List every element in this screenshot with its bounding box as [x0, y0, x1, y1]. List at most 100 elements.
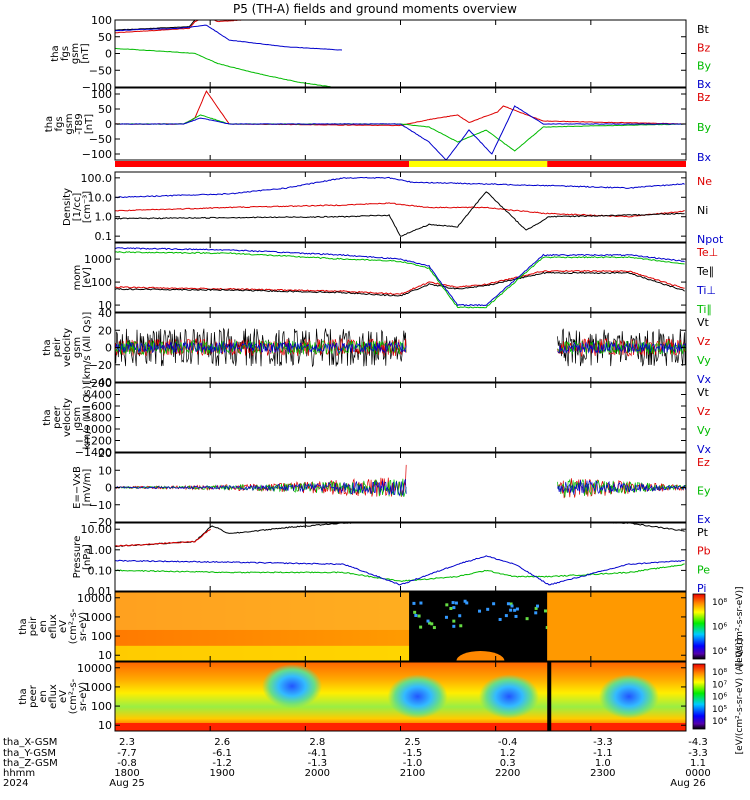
y-tick-label: 50 [98, 103, 112, 116]
orbit-value: -7.7 [117, 748, 137, 759]
heatmap-speckle [428, 621, 432, 625]
legend-peir-velocity-0: Vt [697, 316, 710, 329]
colorbar-tick-label: 10⁵ [712, 705, 727, 715]
heatmap-blob [387, 674, 448, 719]
y-axis-label: (cm²-s- [68, 678, 79, 714]
y-axis-label: km/s (All Qs) [82, 386, 93, 450]
y-tick-label: 100 [91, 88, 112, 101]
y-axis-label: tha [44, 116, 55, 132]
y-axis-label: [nT] [80, 43, 91, 63]
heatmap-speckle [426, 619, 430, 623]
time-tick-label: 2200 [495, 768, 520, 779]
legend-temperature-2: Ti⊥ [696, 284, 716, 297]
y-tick-label: −1000 [75, 423, 112, 436]
legend-efield-2: Ex [697, 513, 711, 526]
y-tick-label: −1200 [75, 435, 112, 448]
colorbar-tick-label: 10⁸ [712, 668, 727, 678]
y-axis-label: en [38, 620, 49, 633]
series-fgs-gsm-t89-0 [115, 90, 685, 127]
legend-efield-0: Ez [697, 456, 710, 469]
orbit-value: -4.1 [308, 748, 328, 759]
y-axis-label: tha [42, 409, 53, 425]
heatmap-speckle [534, 611, 538, 615]
axis-row-label: tha_Y-GSM [3, 748, 56, 759]
chart-title: P5 (TH-A) fields and ground moments over… [233, 2, 517, 16]
orbit-value: -6.1 [212, 748, 232, 759]
legend-density-1: Ni [697, 204, 708, 217]
y-axis-label: fgs [60, 46, 71, 61]
legend-peer-velocity-0: Vt [697, 386, 710, 399]
series-fgs-gsm-1 [115, 20, 245, 34]
orbit-value: 2.3 [119, 737, 135, 748]
legend-pressure-2: Pe [697, 563, 710, 576]
legend-density-2: Npot [697, 233, 724, 246]
y-axis-label: gsm [70, 43, 81, 64]
heatmap-speckle [509, 602, 513, 606]
orbit-value: -4.3 [688, 737, 708, 748]
heatmap-speckle [412, 601, 416, 605]
orbit-value: -0.4 [498, 737, 518, 748]
series-fgs-gsm-3 [115, 24, 343, 51]
y-tick-label: 10.0 [88, 191, 113, 204]
y-axis-label: eV [58, 690, 69, 703]
series-fgs-gsm-t89-1 [115, 114, 685, 152]
y-tick-label: 0.1 [95, 230, 113, 243]
colorbar-tick-label: 10⁴ [712, 647, 727, 657]
heatmap-speckle [451, 601, 455, 605]
series-fgs-gsm-2 [115, 47, 331, 87]
y-tick-label: 10 [98, 719, 112, 732]
y-tick-label: 100 [91, 14, 112, 27]
legend-temperature-0: Te⊥ [696, 246, 718, 259]
legend-fgs-gsm-2: By [697, 60, 712, 73]
panel-frame [114, 19, 687, 88]
panel-fgs-gsm-t89 [115, 90, 685, 160]
axis-row-label: 2024 [3, 778, 28, 789]
y-tick-label: −50 [89, 133, 112, 146]
panel-pressure [115, 523, 685, 586]
y-tick-label: −200 [82, 377, 112, 390]
orbit-value: -0.8 [117, 758, 137, 769]
heatmap-speckle [492, 602, 496, 606]
orbit-value: -1.5 [403, 748, 423, 759]
orbit-value: 1.1 [690, 758, 706, 769]
legend-peer-velocity-2: Vy [697, 424, 711, 437]
y-axis-label: eflux [48, 614, 59, 639]
y-tick-label: −20 [89, 359, 112, 372]
y-tick-label: −20 [89, 516, 112, 529]
heatmap-arc [456, 651, 505, 661]
y-axis-label: eV [58, 620, 69, 633]
heatmap-speckle [413, 610, 417, 614]
orbit-value: -3.3 [688, 748, 708, 759]
y-axis-label: mom [72, 265, 83, 291]
heatmap-speckle [513, 608, 517, 612]
y-tick-label: 20 [98, 324, 112, 337]
y-axis-label: tha [18, 618, 29, 634]
colorbar-tick-label: 10⁶ [712, 623, 727, 633]
legend-density-0: Ne [697, 175, 712, 188]
colorbar-tick-label: 10⁷ [712, 680, 727, 690]
heatmap-speckle [478, 609, 482, 613]
y-axis-label: en [38, 690, 49, 703]
colorbar-tick-label: 10⁶ [712, 693, 727, 703]
y-tick-label: 20 [98, 447, 112, 460]
y-tick-label: 0 [105, 48, 112, 61]
y-axis-label: [mV/m] [82, 469, 93, 507]
y-axis-label: Pressure [72, 536, 83, 579]
y-tick-label: −600 [82, 400, 112, 413]
colorbar-tick-label: 10⁸ [712, 598, 727, 608]
heatmap-speckle [465, 601, 469, 605]
y-tick-label: −50 [89, 64, 112, 77]
series-fgs-gsm-0 [115, 20, 221, 31]
legend-peer-velocity-3: Vx [697, 443, 712, 456]
y-axis-label: tha [42, 339, 53, 355]
series-pressure-2 [115, 563, 685, 583]
y-axis-label: peir [28, 616, 39, 636]
y-axis-label: gsm [64, 113, 75, 134]
series-peir-velocity-3 [115, 341, 686, 354]
y-axis-label: (cm²-s- [68, 608, 79, 644]
y-axis-label: tha [50, 45, 61, 61]
y-tick-label: 0 [105, 342, 112, 355]
y-axis-label: sr-eV) [78, 612, 89, 641]
series-temperature-3 [115, 251, 685, 309]
